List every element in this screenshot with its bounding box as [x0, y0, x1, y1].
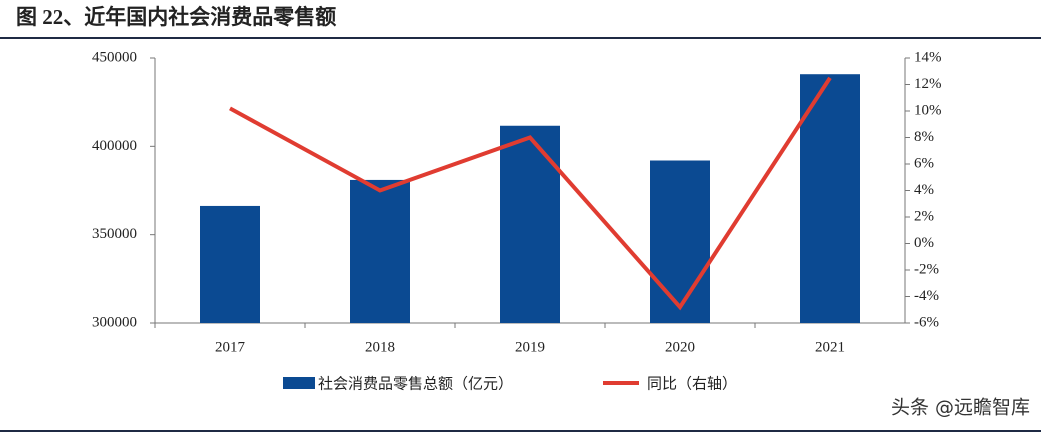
y2-tick-label: 0%	[914, 235, 934, 251]
y2-tick-label: -4%	[914, 288, 939, 304]
y2-tick-label: 6%	[914, 155, 934, 171]
chart-title: 图 22、近年国内社会消费品零售额	[16, 5, 336, 29]
legend-label: 同比（右轴）	[647, 375, 737, 393]
y-tick-label: 450000	[92, 49, 137, 65]
bar	[800, 74, 860, 323]
bar	[200, 205, 260, 323]
y-tick-label: 350000	[92, 226, 137, 242]
y2-tick-label: 12%	[914, 76, 942, 92]
y2-tick-label: 14%	[914, 49, 942, 65]
y2-tick-label: 10%	[914, 102, 942, 118]
x-tick-label: 2020	[665, 339, 695, 355]
y2-tick-label: 4%	[914, 182, 934, 198]
x-tick-label: 2019	[515, 339, 545, 355]
bar	[350, 179, 410, 323]
y2-tick-label: 8%	[914, 129, 934, 145]
watermark: 头条 @远瞻智库	[891, 397, 1030, 419]
bar	[650, 160, 710, 323]
y-tick-label: 400000	[92, 138, 137, 154]
x-tick-label: 2017	[215, 339, 246, 355]
legend-label: 社会消费品零售总额（亿元）	[318, 375, 513, 393]
y2-tick-label: -6%	[914, 314, 939, 330]
y2-tick-label: -2%	[914, 261, 939, 277]
x-tick-label: 2018	[365, 339, 395, 355]
x-tick-label: 2021	[815, 339, 845, 355]
bar	[500, 125, 560, 323]
line	[229, 76, 832, 311]
y2-tick-label: 2%	[914, 208, 934, 224]
y-tick-label: 300000	[92, 314, 137, 330]
legend-swatch	[283, 377, 315, 389]
